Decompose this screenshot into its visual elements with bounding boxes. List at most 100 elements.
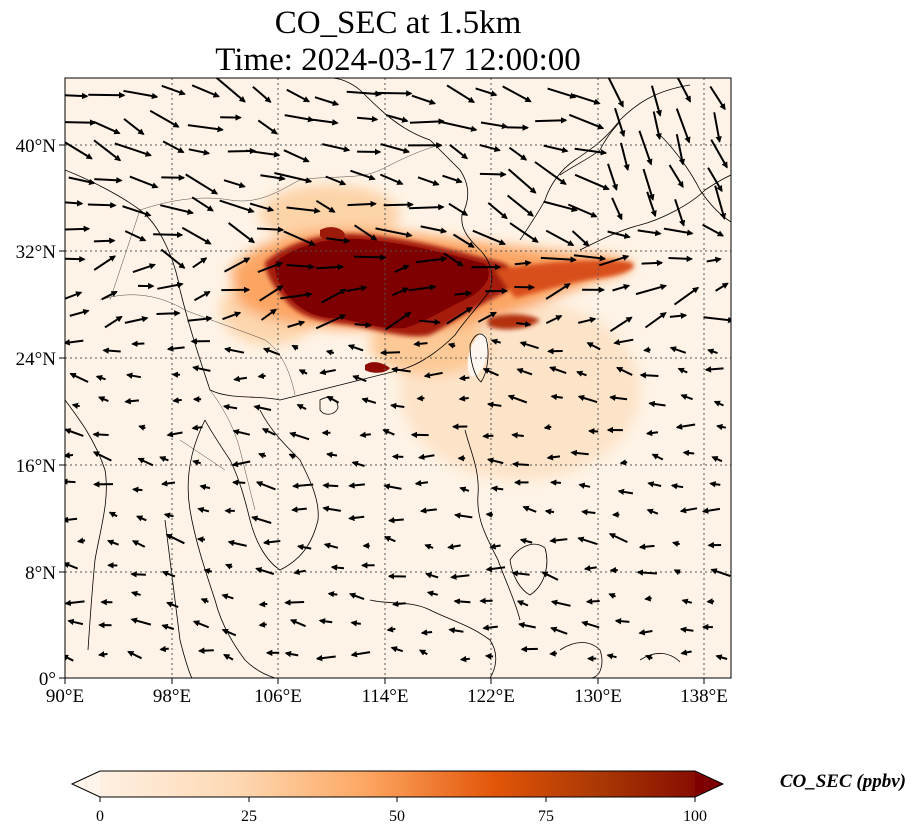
wind-arrow: [418, 453, 435, 461]
wind-arrow: [701, 507, 721, 514]
wind-arrow: [417, 176, 440, 186]
wind-arrow: [585, 598, 600, 605]
wind-arrow: [385, 114, 409, 123]
wind-arrow: [644, 312, 667, 329]
wind-arrow: [380, 143, 411, 154]
chart-title: CO_SEC at 1.5km: [274, 5, 522, 41]
colorbar-tick-label: 100: [683, 808, 707, 825]
wind-arrow: [162, 140, 185, 154]
wind-arrow: [353, 254, 387, 261]
wind-arrow: [69, 308, 90, 317]
wind-arrow: [459, 655, 470, 663]
wind-arrow: [671, 540, 680, 547]
wind-arrow: [702, 223, 725, 237]
wind-arrow: [609, 394, 628, 402]
wind-arrow: [577, 394, 598, 404]
wind-arrow: [227, 222, 256, 244]
wind-arrow: [669, 346, 687, 354]
wind-arrow: [224, 257, 251, 273]
wind-arrow: [446, 84, 475, 104]
wind-arrow: [98, 651, 108, 658]
wind-arrow: [416, 395, 425, 402]
wind-arrow: [198, 647, 214, 654]
wind-arrow: [713, 112, 722, 143]
wind-arrow: [284, 650, 299, 658]
wind-arrow: [325, 349, 335, 356]
wind-arrow: [65, 291, 83, 300]
wind-arrow: [449, 144, 469, 160]
wind-arrow: [65, 255, 86, 263]
wind-arrow: [535, 117, 568, 124]
wind-arrow: [102, 347, 121, 354]
wind-arrow: [394, 264, 410, 273]
wind-arrow: [322, 482, 339, 489]
wind-arrow: [65, 119, 97, 126]
wind-arrow: [386, 626, 396, 633]
wind-arrow: [107, 539, 119, 546]
wind-arrow: [286, 263, 315, 270]
wind-arrow: [453, 598, 471, 605]
wind-arrow: [490, 485, 504, 492]
wind-arrow: [283, 149, 310, 163]
wind-arrow: [325, 175, 347, 186]
wind-arrow: [440, 120, 478, 132]
wind-arrow: [65, 452, 74, 459]
wind-arrow: [424, 543, 434, 550]
wind-arrow: [257, 372, 266, 380]
wind-arrow: [545, 229, 575, 247]
wind-arrow: [138, 424, 146, 431]
wind-arrow: [573, 254, 607, 262]
wind-arrow: [572, 93, 601, 105]
wind-arrow: [619, 459, 628, 466]
wind-arrow: [222, 403, 238, 411]
wind-arrow: [487, 202, 508, 220]
wind-arrow: [617, 488, 634, 496]
wind-arrow: [199, 484, 211, 491]
wind-arrow: [161, 480, 176, 487]
wind-arrow: [420, 629, 433, 636]
wind-arrow: [322, 505, 341, 513]
wind-arrow: [409, 203, 445, 211]
wind-arrow: [374, 90, 413, 97]
axis-tick-marks: [59, 144, 705, 684]
wind-arrow: [346, 285, 368, 292]
wind-arrow: [651, 453, 664, 461]
wind-arrow: [160, 204, 194, 215]
wind-arrow: [348, 592, 365, 601]
wind-arrow: [574, 147, 608, 156]
wind-arrow: [350, 651, 371, 658]
wind-arrow: [507, 394, 528, 404]
wind-arrow: [187, 124, 224, 133]
wind-arrow: [257, 119, 278, 135]
wind-arrow: [642, 168, 655, 201]
wind-arrow: [354, 224, 378, 241]
wind-arrow: [347, 344, 364, 352]
wind-arrow: [289, 619, 306, 628]
lon-tick-label: 106°E: [254, 686, 302, 707]
wind-arrow: [669, 312, 688, 319]
wind-arrow: [707, 167, 723, 193]
wind-arrow: [414, 479, 429, 487]
wind-arrow: [221, 628, 237, 637]
wind-arrow: [484, 653, 494, 660]
wind-arrow: [185, 173, 218, 195]
wind-arrow: [315, 654, 336, 662]
wind-arrow: [289, 431, 310, 441]
wind-arrow: [157, 281, 184, 290]
wind-arrow: [578, 482, 591, 489]
colorbar-label: CO_SEC (ppbv): [780, 771, 906, 792]
wind-arrow: [415, 255, 448, 264]
wind-arrow: [314, 96, 340, 107]
wind-arrow: [550, 393, 563, 401]
wind-arrow: [426, 590, 439, 597]
wind-arrow: [645, 654, 653, 661]
wind-arrow: [710, 139, 728, 169]
wind-arrow: [95, 375, 106, 382]
wind-arrow: [482, 624, 498, 631]
wind-arrow: [192, 459, 201, 466]
wind-arrow: [442, 174, 463, 184]
wind-arrow: [577, 316, 597, 324]
wind-arrow: [516, 600, 529, 607]
coastlines: [65, 78, 731, 678]
